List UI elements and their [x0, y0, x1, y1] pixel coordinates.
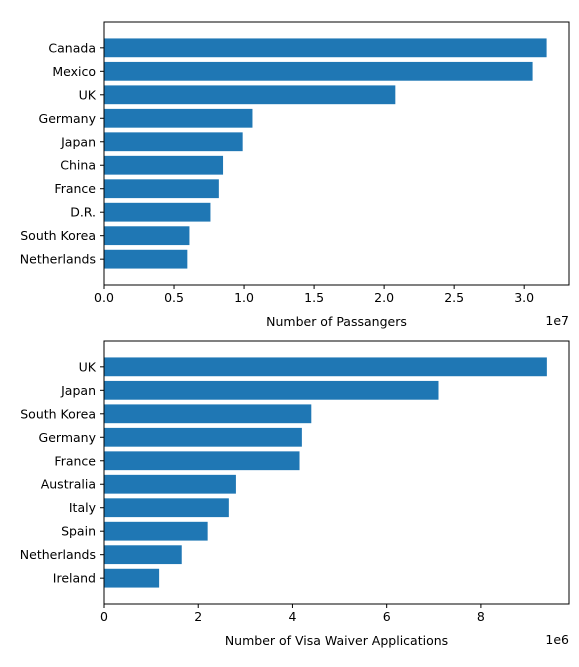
- y-tick-label: Germany: [39, 430, 97, 445]
- y-tick-label: Japan: [60, 383, 96, 398]
- y-tick-label: UK: [79, 359, 97, 374]
- x-tick-label: 6: [383, 609, 391, 624]
- x-tick-label: 2.5: [444, 290, 464, 305]
- y-tick-label: China: [60, 158, 96, 173]
- bar-germany: [104, 108, 253, 128]
- x-tick-label: 3.0: [514, 290, 534, 305]
- y-tick-label: South Korea: [20, 228, 96, 243]
- y-tick-label: France: [54, 181, 96, 196]
- bar-germany: [104, 427, 302, 447]
- y-tick-label: France: [54, 453, 96, 468]
- x-tick-label: 1.0: [234, 290, 254, 305]
- x-tick-label: 2: [194, 609, 202, 624]
- y-tick-label: Australia: [41, 477, 96, 492]
- bar-japan: [104, 132, 243, 152]
- x-axis-label: Number of Passangers: [266, 314, 407, 329]
- y-tick-label: Germany: [39, 111, 97, 126]
- bar-uk: [104, 357, 547, 377]
- bar-uk: [104, 85, 396, 105]
- y-tick-label: UK: [79, 87, 97, 102]
- x-offset-text: 1e6: [545, 632, 569, 647]
- y-tick-label: Italy: [69, 500, 97, 515]
- x-tick-label: 8: [477, 609, 485, 624]
- bar-france: [104, 179, 219, 199]
- bar-italy: [104, 498, 229, 518]
- x-tick-label: 2.0: [374, 290, 394, 305]
- bar-mexico: [104, 61, 533, 81]
- x-offset-text: 1e7: [545, 313, 569, 328]
- y-tick-label: South Korea: [20, 406, 96, 421]
- x-tick-label: 0.0: [94, 290, 114, 305]
- y-tick-label: Spain: [61, 524, 96, 539]
- y-tick-label: D.R.: [70, 205, 96, 220]
- bar-australia: [104, 474, 236, 494]
- y-tick-label: Mexico: [52, 64, 96, 79]
- x-tick-label: 0: [100, 609, 108, 624]
- bar-china: [104, 155, 224, 175]
- bar-spain: [104, 521, 208, 541]
- x-tick-label: 0.5: [164, 290, 184, 305]
- bar-france: [104, 451, 300, 471]
- bar-japan: [104, 380, 439, 400]
- y-tick-label: Canada: [48, 40, 96, 55]
- x-tick-label: 1.5: [304, 290, 324, 305]
- axes-frame: [103, 21, 570, 286]
- bar-south-korea: [104, 226, 190, 246]
- visa-waiver-chart: UK Japan South Korea Germany France Australia…: [20, 340, 570, 648]
- bar-d-r-: [104, 202, 211, 222]
- y-tick-label: Netherlands: [20, 547, 96, 562]
- bar-netherlands: [104, 249, 188, 269]
- y-tick-label: Japan: [60, 134, 96, 149]
- passengers-chart: Canada Mexico UK Germany Japan China France D.R…: [20, 21, 570, 329]
- bar-ireland: [104, 568, 160, 588]
- x-axis-label: Number of Visa Waiver Applications: [225, 633, 448, 648]
- x-tick-label: 4: [288, 609, 296, 624]
- y-tick-label: Netherlands: [20, 252, 96, 267]
- bar-canada: [104, 38, 547, 58]
- y-tick-label: Ireland: [53, 571, 96, 586]
- axes-frame: [103, 340, 570, 605]
- bar-netherlands: [104, 545, 182, 565]
- bar-south-korea: [104, 404, 312, 424]
